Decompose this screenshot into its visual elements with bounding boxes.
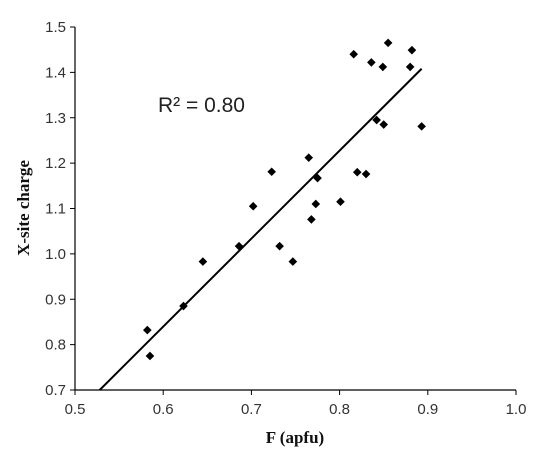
data-point-marker	[248, 201, 258, 211]
y-tick-label: 1.5	[45, 19, 66, 36]
data-point-marker	[313, 173, 322, 183]
data-point-marker	[145, 351, 155, 361]
data-point-marker	[349, 49, 359, 59]
x-tick-labels: 0.5 0.6 0.7 0.8 0.9 1.0	[65, 390, 527, 418]
data-point-marker	[336, 197, 345, 206]
data-point-marker	[383, 38, 393, 48]
x-axis-title: F (apfu)	[266, 428, 324, 447]
data-point-marker	[372, 115, 381, 125]
y-axis-title: X-site charge	[14, 160, 33, 256]
y-tick-label: 0.9	[45, 291, 66, 308]
trendline-group	[98, 68, 423, 391]
y-tick-label: 1.3	[45, 110, 66, 127]
x-tick-label: 0.8	[329, 401, 350, 418]
x-tick-label: 1.0	[506, 401, 527, 418]
y-tick-label: 0.8	[45, 337, 66, 354]
data-point-marker	[417, 122, 426, 131]
r-squared-annotation: R² = 0.80	[158, 94, 245, 117]
data-point-marker	[234, 241, 244, 251]
x-tick-label: 0.5	[65, 401, 86, 418]
data-point-marker	[275, 241, 284, 251]
data-point-marker	[198, 257, 208, 266]
data-point-marker	[367, 58, 376, 67]
y-tick-label: 1.4	[45, 64, 66, 81]
data-point-marker	[179, 301, 188, 311]
data-point-marker	[405, 62, 415, 72]
data-point-marker	[361, 169, 371, 179]
data-point-marker	[379, 120, 388, 129]
data-point-marker	[307, 215, 316, 224]
y-tick-labels: 0.7 0.8 0.9 1.0 1.1 1.2 1.3 1.4 1.5	[45, 19, 75, 399]
x-tick-label: 0.6	[153, 401, 174, 418]
data-point-marker	[288, 257, 298, 266]
data-point-marker	[407, 45, 417, 55]
data-point-marker	[378, 62, 388, 72]
data-point-marker	[311, 199, 321, 209]
data-point-marker	[143, 325, 152, 335]
data-points	[143, 38, 426, 361]
y-tick-label: 1.0	[45, 246, 66, 263]
y-tick-label: 0.7	[45, 382, 66, 399]
x-tick-label: 0.7	[241, 401, 262, 418]
data-point-marker	[352, 167, 362, 177]
x-tick-label: 0.9	[417, 401, 438, 418]
y-tick-label: 1.1	[45, 201, 66, 218]
data-point-marker	[267, 167, 276, 177]
y-tick-label: 1.2	[45, 155, 66, 172]
plot-frame	[74, 27, 516, 391]
trendline	[98, 68, 423, 391]
data-point-marker	[304, 153, 314, 162]
